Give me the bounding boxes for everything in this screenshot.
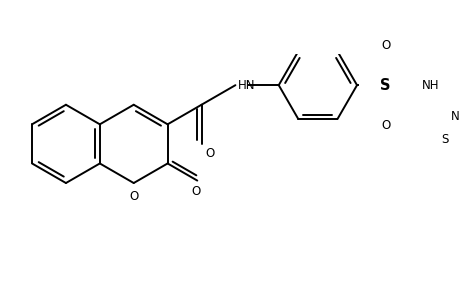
Text: O: O [380, 39, 389, 52]
Text: N: N [450, 110, 459, 123]
Text: HN: HN [237, 79, 255, 92]
Text: O: O [380, 118, 389, 132]
Text: O: O [205, 147, 214, 160]
Text: O: O [129, 190, 138, 203]
Text: O: O [190, 185, 200, 199]
Text: S: S [441, 133, 448, 146]
Text: S: S [380, 78, 390, 93]
Text: NH: NH [420, 79, 438, 92]
